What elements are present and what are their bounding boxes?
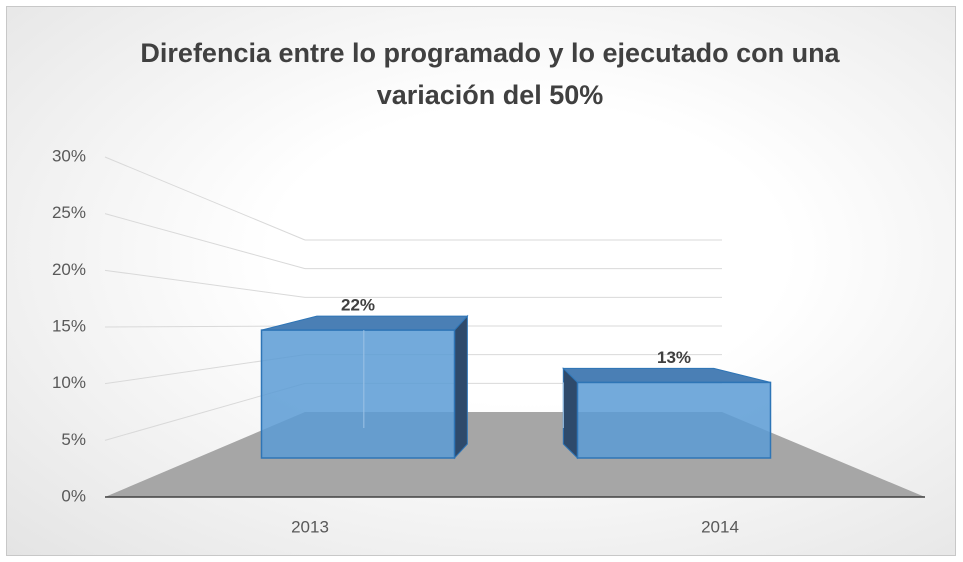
bar-face bbox=[260, 329, 456, 459]
floor bbox=[105, 412, 925, 497]
data-label: 22% bbox=[341, 296, 375, 315]
y-tick-label: 5% bbox=[61, 430, 86, 449]
bar-face bbox=[576, 381, 772, 459]
x-tick-label: 2013 bbox=[291, 517, 329, 536]
grid-line bbox=[104, 213, 306, 270]
y-tick-label: 20% bbox=[52, 260, 86, 279]
bar-face bbox=[562, 367, 771, 383]
chart-title: Direfencia entre lo programado y lo ejec… bbox=[140, 38, 840, 110]
x-tick-label: 2014 bbox=[701, 517, 739, 536]
y-tick-label: 15% bbox=[52, 316, 86, 335]
bar bbox=[562, 367, 772, 460]
y-tick-label: 30% bbox=[52, 146, 86, 165]
grid-line bbox=[104, 325, 306, 328]
grid-line bbox=[104, 156, 306, 241]
bar-face bbox=[261, 315, 469, 331]
y-tick-label: 0% bbox=[61, 486, 86, 505]
grid-line bbox=[104, 269, 306, 298]
data-label: 13% bbox=[657, 348, 691, 367]
y-tick-label: 10% bbox=[52, 373, 86, 392]
bar bbox=[260, 314, 469, 460]
y-tick-label: 25% bbox=[52, 203, 86, 222]
bar-face bbox=[454, 314, 468, 460]
bar-face bbox=[562, 367, 578, 460]
